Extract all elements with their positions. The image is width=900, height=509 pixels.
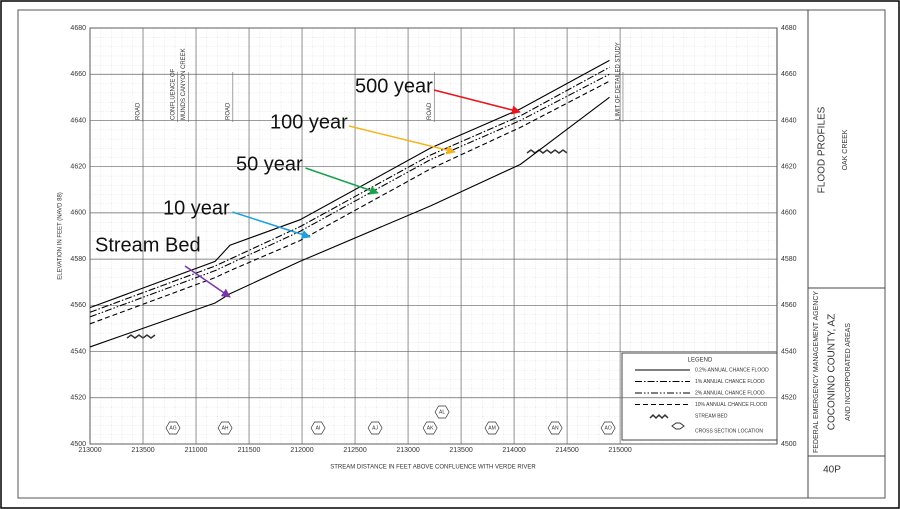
cross-section-marker bbox=[600, 421, 616, 435]
x-tick-label: 213500 bbox=[131, 447, 154, 454]
y-tick-label: 4580 bbox=[70, 256, 86, 263]
y-tick-label: 4520 bbox=[70, 395, 86, 402]
series-line bbox=[89, 96, 610, 348]
x-tick-label: 215000 bbox=[608, 447, 631, 454]
y-tick-label: 4640 bbox=[781, 117, 797, 124]
x-tick-label: 211500 bbox=[238, 447, 261, 454]
annotation: CONFLUENCE OF bbox=[170, 68, 176, 120]
sheet-frame bbox=[17, 9, 886, 499]
callout-arrow bbox=[184, 265, 231, 298]
y-tick-label: 4680 bbox=[70, 25, 86, 32]
y-tick-label: 4520 bbox=[781, 395, 797, 402]
legend-label: 2% ANNUAL CHANCE FLOOD bbox=[695, 390, 765, 396]
y-tick-label: 4680 bbox=[781, 25, 797, 32]
cross-section-marker bbox=[434, 405, 450, 419]
agency: FEDERAL EMERGENCY MANAGEMENT AGENCY bbox=[813, 291, 820, 453]
y-tick-label: 4540 bbox=[70, 348, 86, 355]
cross-section-label: AJ bbox=[372, 425, 378, 431]
cross-section-label: AL bbox=[439, 409, 445, 415]
county: COCONINO COUNTY, AZ bbox=[827, 314, 838, 431]
cross-section-label: AM bbox=[488, 425, 496, 431]
cross-section-label: AH bbox=[222, 425, 229, 431]
series-line bbox=[89, 80, 610, 325]
cross-section-label: AG bbox=[169, 425, 176, 431]
cross-section-marker bbox=[165, 421, 181, 435]
cross-section-marker bbox=[310, 421, 326, 435]
callout-label: 100 year bbox=[270, 111, 348, 133]
callout-arrow bbox=[232, 211, 311, 239]
cross-section-marker bbox=[547, 421, 563, 435]
y-tick-label: 4660 bbox=[70, 71, 86, 78]
annotation: ROAD bbox=[427, 102, 433, 120]
x-tick-label: 213500 bbox=[449, 447, 472, 454]
y-tick-label: 4600 bbox=[70, 210, 86, 217]
cross-section-label: AO bbox=[604, 425, 611, 431]
x-tick-label: 212500 bbox=[343, 447, 366, 454]
stream-name: OAK CREEK bbox=[842, 129, 849, 170]
series-line bbox=[89, 73, 610, 318]
callout-label: 500 year bbox=[355, 75, 433, 97]
y-tick-label: 4620 bbox=[781, 164, 797, 171]
callout-arrow bbox=[305, 167, 379, 195]
areas: AND INCORPORATED AREAS bbox=[845, 323, 852, 421]
x-axis-label: STREAM DISTANCE IN FEET ABOVE CONFLUENCE… bbox=[330, 465, 536, 471]
y-tick-label: 4600 bbox=[781, 210, 797, 217]
cross-section-marker bbox=[422, 421, 438, 435]
legend-label: 1% ANNUAL CHANCE FLOOD bbox=[695, 379, 765, 385]
x-tick-label: 213000 bbox=[396, 447, 419, 454]
y-tick-label: 4500 bbox=[781, 441, 797, 448]
x-tick-label: 214500 bbox=[555, 447, 578, 454]
legend-label: CROSS SECTION LOCATION bbox=[695, 428, 763, 434]
callout-label: 10 year bbox=[163, 197, 230, 219]
callout-arrow bbox=[433, 89, 521, 115]
series-line bbox=[89, 66, 610, 313]
callout-arrow bbox=[348, 125, 456, 155]
y-tick-label: 4560 bbox=[781, 302, 797, 309]
cross-section-label: AN bbox=[552, 425, 559, 431]
cross-section-marker bbox=[484, 421, 500, 435]
legend-symbol bbox=[671, 422, 685, 430]
y-tick-label: 4540 bbox=[781, 348, 797, 355]
legend-label: STREAM BED bbox=[695, 413, 728, 419]
panel-number: 40P bbox=[823, 465, 841, 476]
x-tick-label: 212000 bbox=[290, 447, 313, 454]
y-axis-label: ELEVATION IN FEET (NAVD 88) bbox=[58, 192, 64, 280]
x-tick-label: 213000 bbox=[78, 447, 101, 454]
legend-label: 10% ANNUAL CHANCE FLOOD bbox=[695, 402, 768, 408]
annotation: MUNDS CANYON CREEK bbox=[181, 48, 187, 120]
y-tick-label: 4640 bbox=[70, 117, 86, 124]
cross-section-marker bbox=[217, 421, 233, 435]
stream-bed-symbols bbox=[126, 149, 568, 339]
annotation: ROAD bbox=[135, 102, 141, 120]
cross-section-label: AI bbox=[316, 425, 321, 431]
y-tick-label: 4660 bbox=[781, 71, 797, 78]
cross-section-label: AK bbox=[427, 425, 434, 431]
legend-title: LEGEND bbox=[688, 358, 713, 364]
legend bbox=[621, 352, 778, 441]
y-tick-label: 4620 bbox=[70, 164, 86, 171]
annotation: LIMIT OF DETAILED STUDY bbox=[616, 42, 622, 120]
cross-section-marker bbox=[367, 421, 383, 435]
y-tick-label: 4560 bbox=[70, 302, 86, 309]
annotation: ROAD bbox=[225, 102, 231, 120]
y-tick-label: 4500 bbox=[70, 441, 86, 448]
legend-swatch bbox=[649, 413, 669, 420]
callout-label: 50 year bbox=[236, 153, 303, 175]
x-tick-label: 214000 bbox=[502, 447, 525, 454]
y-tick-label: 4580 bbox=[781, 256, 797, 263]
callout-label: Stream Bed bbox=[95, 234, 201, 256]
x-tick-label: 211000 bbox=[185, 447, 208, 454]
title: FLOOD PROFILES bbox=[817, 106, 828, 193]
legend-label: 0.2% ANNUAL CHANCE FLOOD bbox=[695, 367, 769, 373]
